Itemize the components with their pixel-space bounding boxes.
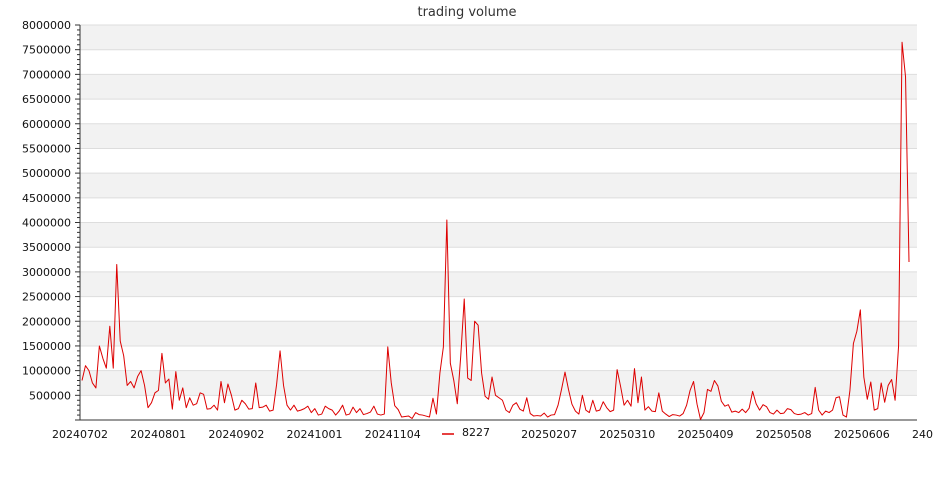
x-tick-label: 20250207 — [521, 428, 577, 441]
grid-band — [80, 123, 917, 149]
chart-title: trading volume — [417, 5, 516, 20]
y-tick-label: 3000000 — [22, 266, 71, 279]
x-tick-label: 20240801 — [130, 428, 186, 441]
y-tick-label: 6500000 — [22, 93, 71, 106]
x-tick-label: 20241104 — [365, 428, 421, 441]
grid-band — [80, 173, 917, 198]
series-line-8227 — [81, 41, 910, 421]
grid-band — [80, 370, 917, 396]
legend-background — [436, 424, 516, 440]
axes — [75, 24, 917, 421]
x-tick-label: 20250508 — [756, 428, 812, 441]
y-tick-label: 2000000 — [22, 315, 71, 328]
grid-band — [80, 25, 917, 50]
y-tick-label: 1500000 — [22, 340, 71, 353]
gridlines — [80, 24, 917, 396]
y-tick-label: 6000000 — [22, 118, 71, 131]
x-tick-label: 240 — [912, 428, 933, 441]
legend: 8227 — [436, 424, 516, 440]
grid-band — [80, 271, 917, 297]
y-tick-label: 4000000 — [22, 217, 71, 230]
y-tick-label: 3500000 — [22, 241, 71, 254]
plot-background-bands — [80, 25, 917, 396]
y-tick-label: 7500000 — [22, 44, 71, 57]
grid-band — [80, 74, 917, 100]
grid-band — [80, 321, 917, 346]
y-axis-tick-labels: 500000 1000000 1500000 2000000 2500000 300000… — [22, 19, 71, 402]
y-tick-label: 5000000 — [22, 167, 71, 180]
x-tick-label: 20250409 — [677, 428, 733, 441]
y-tick-label: 5500000 — [22, 142, 71, 155]
y-tick-label: 4500000 — [22, 192, 71, 205]
y-tick-label: 500000 — [29, 389, 71, 402]
x-tick-label: 20240702 — [52, 428, 108, 441]
x-tick-label: 20240902 — [208, 428, 264, 441]
y-tick-label: 2500000 — [22, 291, 71, 304]
x-tick-label: 20241001 — [287, 428, 343, 441]
x-tick-label: 20250310 — [599, 428, 655, 441]
x-tick-label: 20250606 — [834, 428, 890, 441]
y-tick-label: 8000000 — [22, 19, 71, 32]
legend-label: 8227 — [462, 426, 490, 439]
grid-band — [80, 222, 917, 248]
y-tick-label: 7000000 — [22, 68, 71, 81]
y-tick-label: 1000000 — [22, 365, 71, 378]
